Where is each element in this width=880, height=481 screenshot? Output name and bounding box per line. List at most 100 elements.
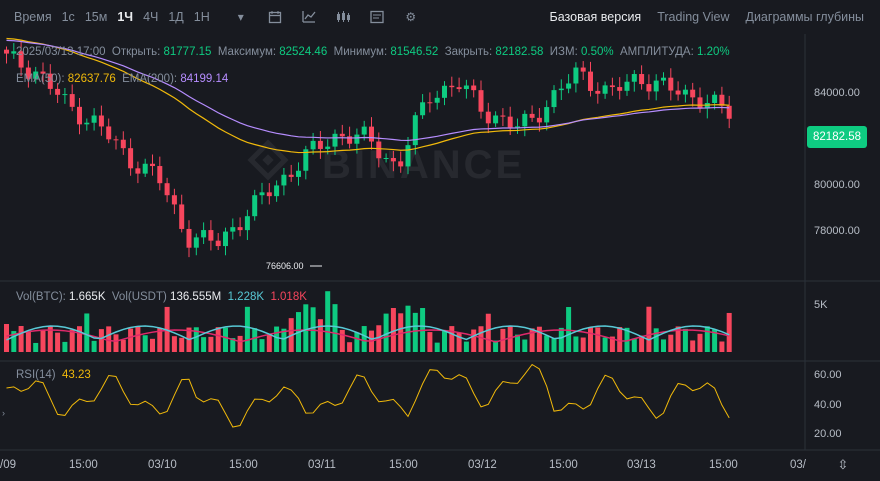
low-value: 81546.52 (390, 46, 439, 58)
candle-body (609, 85, 615, 88)
candle-body (682, 89, 688, 95)
volume-bar (712, 329, 718, 352)
x-axis-label: 15:00 (229, 459, 258, 471)
interval-1s[interactable]: 1с (61, 10, 75, 24)
price-axis-label: 84000.00 (814, 87, 860, 99)
volume-bar (544, 335, 550, 352)
candle-body (193, 237, 199, 248)
candle-body (274, 185, 280, 197)
low-price-marker: 76606.00 (266, 261, 304, 271)
current-price-badge: 82182.58 (807, 126, 867, 148)
candle-body (383, 158, 389, 160)
volume-bar (456, 332, 462, 352)
candle-body (113, 139, 119, 141)
x-axis-label: 15:00 (709, 459, 738, 471)
gear-icon[interactable]: ⚙ (405, 10, 417, 24)
candle-body (339, 133, 345, 137)
volume-bar (617, 327, 623, 352)
candle-body (55, 88, 61, 95)
interval-15m[interactable]: 15м (84, 10, 108, 24)
ema50-label: EMA(50): (16, 73, 65, 85)
volume-bar (339, 329, 345, 352)
volume-bar (536, 326, 542, 352)
volume-bar (347, 342, 353, 352)
candle-body (617, 87, 623, 91)
rsi-value: 43.23 (62, 369, 91, 381)
volume-bar (690, 340, 696, 352)
x-axis-label: 15:00 (549, 459, 578, 471)
candle-body (40, 71, 46, 74)
chevron-down-icon[interactable]: ▾ (237, 10, 244, 24)
candle-body (230, 227, 236, 232)
candle-body (493, 115, 499, 124)
candle-body (91, 115, 97, 123)
time-label[interactable]: Время (14, 10, 52, 24)
candle-body (573, 67, 579, 84)
x-axis-label: 15:00 (69, 459, 98, 471)
candle-body (697, 97, 703, 109)
candle-body (558, 88, 564, 91)
candle-body (4, 49, 9, 54)
calendar-icon[interactable] (268, 10, 282, 24)
price-axis-label: 78000.00 (814, 225, 860, 237)
x-axis-label: 03/13 (627, 459, 656, 471)
candle-body (719, 94, 725, 106)
volume-bar (281, 328, 287, 352)
candle-body (631, 74, 637, 82)
volume-bar (478, 326, 484, 352)
candle-body (536, 117, 542, 123)
volume-bar (128, 328, 134, 352)
view-tradingview[interactable]: Trading View (657, 10, 730, 24)
volume-bar (463, 341, 469, 352)
volume-bar (726, 312, 732, 352)
interval-4h[interactable]: 4Ч (143, 10, 159, 24)
x-axis-label: 15:00 (389, 459, 418, 471)
volume-bar (120, 339, 126, 352)
volume-bar (493, 340, 499, 352)
indicator-icon[interactable] (302, 10, 316, 24)
view-basic[interactable]: Базовая версия (549, 10, 642, 24)
expand-icon[interactable]: › (2, 408, 5, 418)
candle-body (449, 85, 455, 88)
rsi-axis-label: 60.00 (814, 369, 842, 381)
candle-body (712, 94, 718, 104)
volume-bar (405, 305, 411, 352)
view-depth[interactable]: Диаграммы глубины (745, 10, 864, 24)
vol-btc-label: Vol(BTC): (16, 291, 66, 303)
candle-body (259, 192, 265, 196)
interval-1d[interactable]: 1Д (168, 10, 184, 24)
volume-bar (77, 326, 82, 352)
volume-bar (193, 327, 199, 352)
volume-bar (62, 341, 68, 352)
interval-1h[interactable]: 1Ч (117, 10, 134, 24)
candle-body (661, 77, 666, 81)
candles-icon[interactable] (336, 10, 350, 24)
volume-bar (566, 307, 572, 352)
layout-icon[interactable] (370, 10, 384, 24)
candle-body (595, 90, 601, 94)
open-value: 81777.15 (163, 46, 212, 58)
volume-bar (179, 337, 185, 352)
candle-body (157, 166, 163, 184)
vol-btc-value: 1.665K (69, 291, 106, 303)
volume-bar (259, 339, 265, 352)
x-axis-label: 03/12 (468, 459, 497, 471)
volume-bar (697, 333, 703, 352)
volume-bar (661, 339, 666, 352)
candle-body (463, 85, 469, 90)
rsi-line (6, 363, 730, 428)
candle-body (675, 90, 681, 95)
candle-body (515, 126, 520, 128)
candle-body (237, 227, 243, 231)
volume-bar (230, 338, 236, 352)
volume-bar (84, 313, 90, 352)
candle-body (135, 168, 141, 174)
volume-bar (91, 340, 97, 352)
candle-body (566, 83, 572, 89)
interval-1w[interactable]: 1Н (193, 10, 210, 24)
candle-body (471, 85, 477, 91)
axis-settings-icon[interactable]: ⇳ (837, 457, 849, 472)
volume-bar (522, 339, 528, 352)
candle-body (25, 67, 31, 79)
